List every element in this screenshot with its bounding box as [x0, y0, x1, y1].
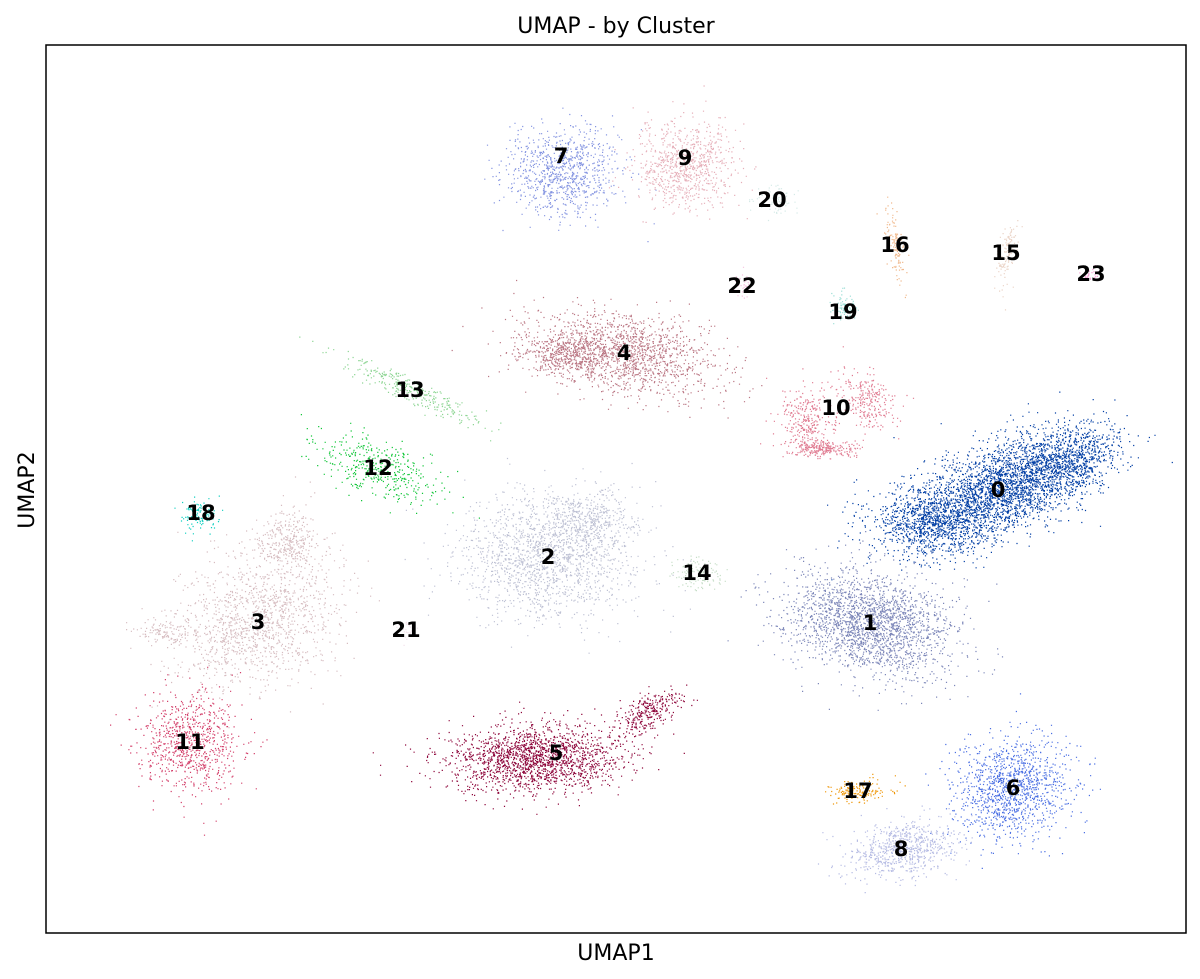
cluster-label-4: 4 — [617, 341, 632, 365]
cluster-19-point-cloud — [829, 287, 859, 325]
cluster-4-points — [451, 279, 763, 419]
cluster-17-point-cloud — [825, 773, 906, 805]
cluster-label-2: 2 — [541, 545, 556, 569]
cluster-16-point-cloud — [876, 196, 910, 299]
chart-title: UMAP - by Cluster — [517, 14, 715, 39]
cluster-label-12: 12 — [363, 456, 392, 480]
cluster-label-15: 15 — [991, 241, 1020, 265]
cluster-17-points — [825, 773, 906, 805]
cluster-22-point-cloud — [733, 266, 751, 299]
cluster-23-points — [1079, 265, 1101, 280]
cluster-10-points — [760, 346, 915, 460]
cluster-8-point-cloud — [817, 805, 1016, 894]
cluster-15-points — [994, 220, 1023, 311]
cluster-4-point-cloud — [451, 279, 763, 419]
cluster-7-point-cloud — [484, 107, 657, 243]
cluster-16-points — [876, 196, 910, 299]
cluster-label-7: 7 — [554, 144, 569, 168]
cluster-19-points — [829, 287, 859, 325]
cluster-label-13: 13 — [395, 378, 424, 402]
cluster-3-point-cloud — [126, 476, 380, 729]
cluster-label-16: 16 — [880, 233, 909, 257]
cluster-3-points — [126, 476, 380, 729]
cluster-7-points — [484, 107, 657, 243]
cluster-5-point-cloud — [372, 684, 698, 815]
cluster-label-8: 8 — [894, 837, 909, 861]
cluster-22-points — [733, 266, 751, 299]
cluster-label-5: 5 — [549, 741, 564, 765]
x-axis-label: UMAP1 — [577, 941, 654, 966]
cluster-label-21: 21 — [391, 618, 420, 642]
cluster-20-point-cloud — [749, 184, 799, 222]
cluster-15-point-cloud — [994, 220, 1023, 311]
cluster-18-point-cloud — [174, 495, 224, 542]
plot-frame — [45, 44, 1187, 934]
y-axis-label: UMAP2 — [15, 451, 40, 528]
cluster-label-22: 22 — [727, 274, 756, 298]
cluster-label-10: 10 — [821, 396, 850, 420]
cluster-0-points — [827, 391, 1173, 581]
cluster-label-18: 18 — [186, 501, 215, 525]
cluster-label-1: 1 — [863, 611, 878, 635]
cluster-label-19: 19 — [828, 300, 857, 324]
cluster-label-0: 0 — [991, 478, 1006, 502]
cluster-23-point-cloud — [1079, 265, 1101, 280]
cluster-18-points — [174, 495, 224, 542]
cluster-label-17: 17 — [843, 779, 872, 803]
cluster-label-9: 9 — [678, 146, 693, 170]
scatter-points — [110, 85, 1173, 894]
cluster-8-points — [817, 805, 1016, 894]
cluster-label-11: 11 — [175, 730, 204, 754]
cluster-label-3: 3 — [251, 610, 266, 634]
cluster-label-23: 23 — [1076, 262, 1105, 286]
cluster-10-point-cloud — [760, 346, 915, 460]
cluster-20-points — [749, 184, 799, 222]
cluster-label-6: 6 — [1006, 776, 1021, 800]
cluster-5-points — [372, 684, 698, 815]
cluster-label-14: 14 — [682, 561, 711, 585]
cluster-label-20: 20 — [757, 188, 786, 212]
cluster-0-point-cloud — [827, 391, 1173, 581]
